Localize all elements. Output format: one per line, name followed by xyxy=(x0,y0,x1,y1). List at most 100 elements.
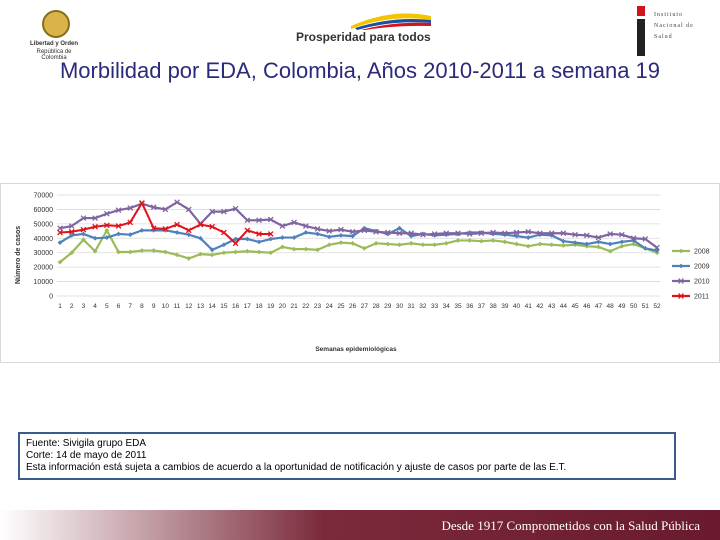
y-tick-label: 50000 xyxy=(34,221,54,228)
x-tick-label: 8 xyxy=(140,303,144,310)
data-point xyxy=(350,240,356,246)
series-line-2010 xyxy=(59,201,658,249)
x-tick-label: 36 xyxy=(466,303,474,310)
data-point xyxy=(279,223,286,229)
x-tick-label: 16 xyxy=(232,303,240,310)
series-line-2008 xyxy=(59,229,658,263)
data-point xyxy=(338,240,344,246)
x-tick-label: 28 xyxy=(372,303,380,310)
data-point xyxy=(302,223,309,229)
x-tick-label: 51 xyxy=(642,303,650,310)
x-tick-label: 23 xyxy=(314,303,322,310)
data-point xyxy=(244,248,250,254)
legend-label: 2009 xyxy=(694,264,710,271)
data-point xyxy=(654,248,660,253)
data-point xyxy=(221,250,227,256)
data-point xyxy=(116,249,121,255)
x-tick-label: 19 xyxy=(267,303,275,310)
series-markers-2010 xyxy=(57,199,660,251)
legend-label: 2008 xyxy=(694,249,710,256)
x-tick-label: 37 xyxy=(478,303,486,310)
data-point xyxy=(256,231,262,237)
data-point xyxy=(244,236,250,242)
data-point xyxy=(537,230,543,237)
data-point xyxy=(584,241,590,247)
x-tick-label: 52 xyxy=(653,303,661,310)
y-tick-label: 40000 xyxy=(34,236,54,243)
data-point xyxy=(244,217,251,224)
data-point xyxy=(466,231,473,237)
data-point xyxy=(174,199,180,206)
x-tick-label: 43 xyxy=(548,303,556,310)
x-tick-label: 5 xyxy=(105,303,109,310)
y-tick-label: 60000 xyxy=(34,207,54,214)
data-point xyxy=(81,231,86,237)
x-tick-label: 31 xyxy=(408,303,416,310)
data-point xyxy=(572,240,578,246)
data-point xyxy=(490,238,496,243)
data-point xyxy=(244,227,251,234)
legend-label: 2011 xyxy=(694,294,709,301)
ins-logo-text: Instituto Nacional de Salud xyxy=(654,10,694,43)
x-tick-label: 4 xyxy=(93,303,97,310)
x-tick-label: 40 xyxy=(513,303,521,310)
x-tick-label: 41 xyxy=(525,303,533,310)
data-point xyxy=(127,205,134,211)
ins-logo-line1: Instituto xyxy=(654,12,684,18)
x-tick-label: 14 xyxy=(209,303,217,310)
x-tick-label: 25 xyxy=(337,303,345,310)
data-point xyxy=(162,226,169,232)
data-point xyxy=(525,228,532,235)
data-point xyxy=(209,223,216,230)
x-tick-label: 18 xyxy=(255,303,263,310)
data-point xyxy=(607,231,614,237)
x-tick-label: 27 xyxy=(361,303,369,310)
data-point xyxy=(501,230,508,237)
legend-item-2011: 2011 xyxy=(672,293,709,301)
x-tick-label: 45 xyxy=(571,303,579,310)
data-point xyxy=(420,242,426,248)
data-point xyxy=(619,243,625,249)
data-point xyxy=(654,244,660,251)
ins-logo: Instituto Nacional de Salud xyxy=(632,4,712,58)
data-point xyxy=(455,238,461,243)
data-point xyxy=(630,235,637,242)
data-point xyxy=(267,216,274,223)
footer-band: Desde 1917 Comprometidos con la Salud Pú… xyxy=(0,510,720,540)
data-point xyxy=(127,219,134,226)
x-tick-label: 13 xyxy=(197,303,205,310)
data-point xyxy=(221,229,227,236)
data-point xyxy=(209,252,215,258)
data-point xyxy=(338,226,344,233)
data-point xyxy=(233,236,238,242)
x-tick-label: 1 xyxy=(58,303,62,310)
y-tick-label: 0 xyxy=(49,294,53,301)
x-tick-label: 29 xyxy=(384,303,392,310)
data-point xyxy=(326,234,332,240)
x-tick-label: 46 xyxy=(583,303,591,310)
x-tick-label: 2 xyxy=(70,303,74,310)
prosperidad-logo: Prosperidad para todos xyxy=(296,12,436,52)
data-point xyxy=(525,243,531,249)
data-point xyxy=(396,230,403,237)
data-point xyxy=(607,241,613,247)
data-point xyxy=(537,241,543,247)
x-tick-label: 9 xyxy=(152,303,156,310)
data-point xyxy=(607,248,613,254)
data-point xyxy=(303,230,309,235)
x-tick-label: 22 xyxy=(302,303,310,310)
data-point xyxy=(478,230,485,237)
data-point xyxy=(315,247,320,253)
footer-slogan: Desde 1917 Comprometidos con la Salud Pú… xyxy=(441,518,700,533)
data-point xyxy=(291,235,297,240)
legend-label: 2010 xyxy=(694,279,710,286)
data-point xyxy=(326,228,333,234)
data-point xyxy=(127,249,133,255)
data-point xyxy=(68,228,75,235)
y-tick-label: 70000 xyxy=(34,193,54,200)
data-point xyxy=(174,221,180,228)
data-point xyxy=(185,227,192,234)
chart-frame xyxy=(0,183,720,363)
data-point xyxy=(280,244,285,250)
